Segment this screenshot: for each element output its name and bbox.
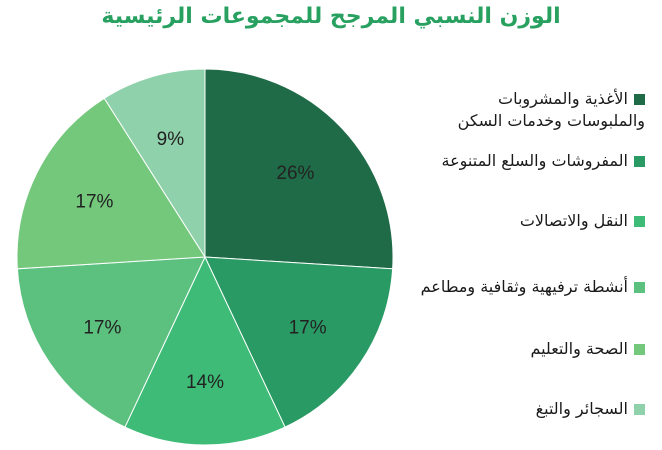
legend-item-furnishings: المفروشات والسلع المتنوعة bbox=[420, 150, 645, 172]
legend-item-food-housing: الأغذية والمشروبات والملبوسات وخدمات الس… bbox=[420, 88, 645, 132]
legend-label: النقل والاتصالات bbox=[519, 211, 628, 230]
legend-item-tobacco: السجائر والتبغ bbox=[420, 398, 645, 420]
pie-slice bbox=[16, 256, 206, 428]
slice-value-label: 17% bbox=[83, 318, 121, 339]
legend-label: الصحة والتعليم bbox=[530, 339, 628, 358]
slice-value-label: 14% bbox=[186, 372, 224, 393]
slice-value-label: 17% bbox=[75, 192, 113, 213]
pie-slice bbox=[103, 68, 206, 259]
legend-item-transport: النقل والاتصالات bbox=[420, 210, 645, 232]
legend-swatch bbox=[634, 404, 645, 415]
legend-swatch bbox=[634, 344, 645, 355]
legend-swatch bbox=[634, 216, 645, 227]
legend-item-recreation: أنشطة ترفيهية وثقافية ومطاعم bbox=[420, 276, 645, 298]
slice-value-label: 9% bbox=[157, 129, 185, 150]
slice-value-label: 17% bbox=[289, 318, 327, 339]
chart-title: الوزن النسبي المرجح للمجموعات الرئيسية bbox=[101, 4, 561, 29]
pie-slice bbox=[204, 68, 394, 270]
pie-slice bbox=[204, 256, 394, 428]
legend-label: السجائر والتبغ bbox=[535, 399, 628, 418]
legend-label: المفروشات والسلع المتنوعة bbox=[441, 151, 628, 170]
legend-label: الأغذية والمشروبات والملبوسات وخدمات الس… bbox=[457, 89, 645, 130]
legend-swatch bbox=[634, 156, 645, 167]
legend-swatch bbox=[634, 94, 645, 105]
legend-item-health-education: الصحة والتعليم bbox=[420, 338, 645, 360]
legend-swatch bbox=[634, 282, 645, 293]
slice-value-label: 26% bbox=[276, 163, 314, 184]
legend-label: أنشطة ترفيهية وثقافية ومطاعم bbox=[420, 277, 628, 296]
pie-slice bbox=[16, 97, 206, 270]
pie-slice bbox=[124, 255, 286, 446]
